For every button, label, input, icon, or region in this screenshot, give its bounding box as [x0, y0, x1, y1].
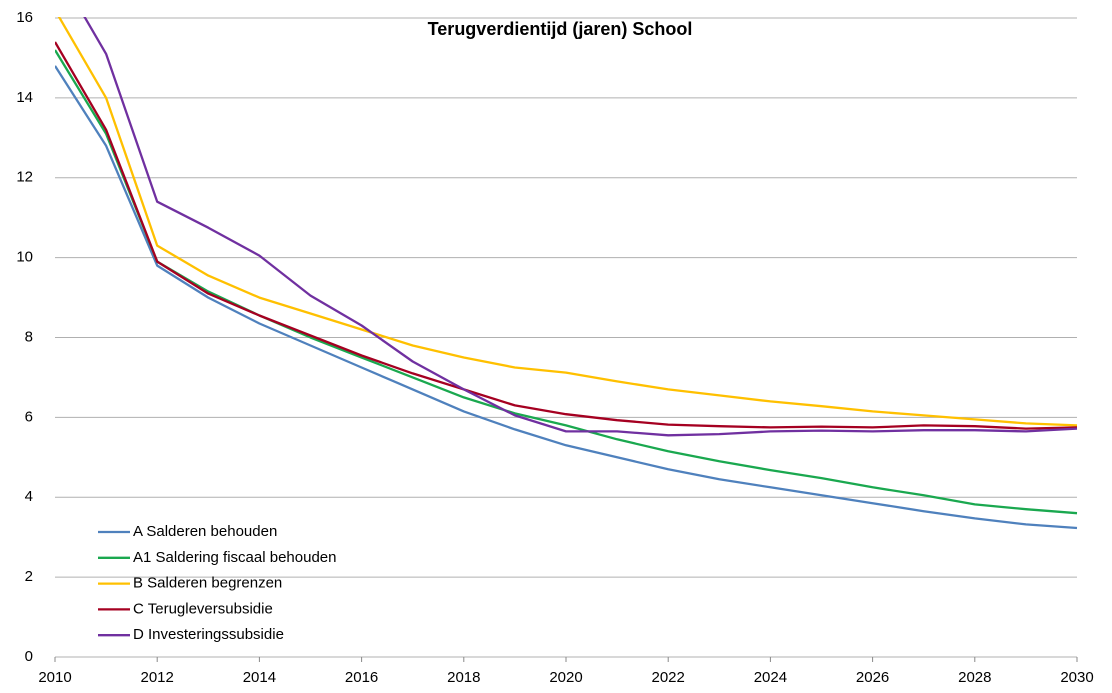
x-tick-label: 2014 — [243, 669, 276, 686]
y-tick-label: 16 — [16, 9, 33, 26]
x-tick-label: 2018 — [447, 669, 480, 686]
x-tick-label: 2030 — [1060, 669, 1093, 686]
x-tick-label: 2012 — [141, 669, 174, 686]
legend-label: D Investeringssubsidie — [133, 626, 284, 643]
y-tick-label: 4 — [25, 488, 33, 505]
series-line — [55, 41, 1078, 430]
series-line — [57, 17, 1078, 427]
chart-title: Terugverdientijd (jaren) School — [428, 19, 693, 39]
series-line — [83, 17, 1078, 437]
plot-area — [55, 17, 1078, 530]
y-tick-label: 0 — [25, 648, 33, 665]
x-tick-label: 2024 — [754, 669, 787, 686]
series-line — [55, 49, 1078, 515]
y-tick-label: 2 — [25, 568, 33, 585]
y-tick-label: 14 — [16, 89, 33, 106]
x-tick-label: 2010 — [38, 669, 71, 686]
y-tick-label: 12 — [16, 169, 33, 186]
x-tick-label: 2026 — [856, 669, 889, 686]
series-line — [55, 65, 1078, 530]
legend-label: A Salderen behouden — [133, 523, 277, 540]
y-tick-label: 8 — [25, 328, 33, 345]
legend-label: B Salderen begrenzen — [133, 575, 282, 592]
x-tick-label: 2028 — [958, 669, 991, 686]
y-tick-label: 6 — [25, 408, 33, 425]
legend-label: A1 Saldering fiscaal behouden — [133, 549, 336, 566]
x-tick-label: 2016 — [345, 669, 378, 686]
legend-label: C Terugleversubsidie — [133, 600, 273, 617]
x-tick-label: 2022 — [652, 669, 685, 686]
y-tick-label: 10 — [16, 249, 33, 266]
x-tick-label: 2020 — [549, 669, 582, 686]
